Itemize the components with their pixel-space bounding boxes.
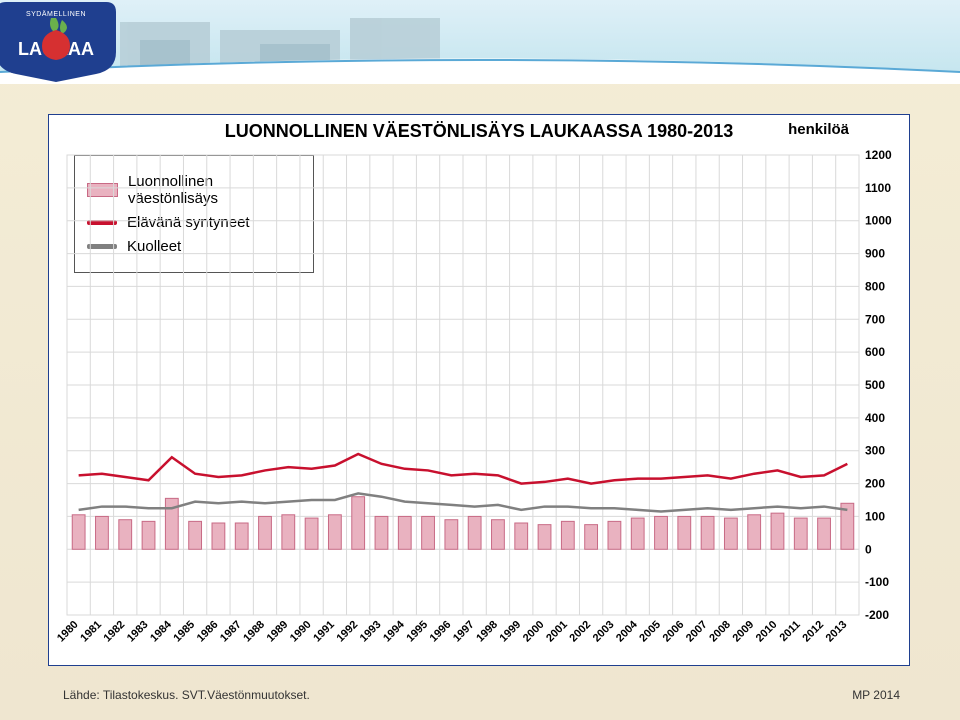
x-tick-label: 2002 (567, 619, 593, 645)
bar (561, 521, 574, 549)
header-graphic: SYDÄMELLINEN LAUKAA (0, 0, 960, 84)
svg-text:0: 0 (865, 542, 872, 556)
bar (422, 516, 435, 549)
x-tick-label: 1989 (265, 619, 291, 645)
chart-svg: -200 -100 0 100 200 300 400 500 600 700 800 900 1000… (49, 115, 909, 665)
svg-text:600: 600 (865, 345, 885, 359)
header-band: SYDÄMELLINEN LAUKAA (0, 0, 960, 84)
slide-root: SYDÄMELLINEN LAUKAA LUONNOLLINEN VÄESTÖN… (0, 0, 960, 720)
bar (445, 520, 458, 550)
x-tick-label: 1988 (241, 619, 267, 645)
bar (655, 516, 668, 549)
x-tick-label: 1996 (428, 619, 454, 645)
x-tick-label: 1994 (381, 618, 407, 644)
bar (701, 516, 714, 549)
bar (748, 515, 761, 550)
x-tick-label: 1995 (404, 619, 430, 645)
footer-right: MP 2014 (852, 688, 900, 702)
svg-text:900: 900 (865, 247, 885, 261)
x-tick-label: 2008 (707, 619, 733, 645)
x-tick-label: 1998 (474, 619, 500, 645)
x-tick-label: 2006 (661, 619, 687, 645)
svg-text:1100: 1100 (865, 181, 891, 195)
bar (72, 515, 85, 550)
bar (96, 516, 109, 549)
bar (352, 497, 365, 550)
x-tick-label: 2007 (684, 619, 710, 645)
x-tick-label: 1981 (78, 619, 104, 645)
x-tick-label: 1983 (125, 619, 151, 645)
x-tick-label: 2004 (614, 618, 640, 644)
svg-text:500: 500 (865, 378, 885, 392)
bar (142, 521, 155, 549)
x-tick-label: 2003 (591, 619, 617, 645)
bar (282, 515, 295, 550)
brand-logo: SYDÄMELLINEN LAUKAA (0, 2, 116, 82)
svg-text:200: 200 (865, 477, 885, 491)
bar (678, 516, 691, 549)
bar (492, 520, 505, 550)
x-tick-label: 1987 (218, 619, 244, 645)
svg-text:800: 800 (865, 279, 885, 293)
bar (771, 513, 784, 549)
svg-text:-200: -200 (865, 608, 889, 622)
bar (631, 518, 644, 549)
bar (212, 523, 225, 549)
x-tick-label: 2011 (778, 619, 803, 644)
x-tick-label: 2012 (800, 619, 826, 645)
svg-text:100: 100 (865, 509, 885, 523)
x-tick-label: 1997 (451, 619, 477, 645)
bar (794, 518, 807, 549)
bar (608, 521, 621, 549)
x-tick-label: 1993 (358, 619, 384, 645)
bar (538, 525, 551, 550)
bar (585, 525, 598, 550)
bar (724, 518, 737, 549)
x-tick-label: 1990 (288, 619, 314, 645)
x-tick-label: 2001 (544, 619, 570, 645)
x-tick-label: 2009 (730, 619, 756, 645)
svg-text:1000: 1000 (865, 214, 892, 228)
x-tick-label: 1999 (498, 619, 524, 645)
x-tick-label: 1982 (102, 619, 128, 645)
source-footer: Lähde: Tilastokeskus. SVT.Väestönmuutoks… (63, 688, 310, 702)
x-tick-label: 1991 (311, 619, 337, 645)
x-tick-label: 2000 (521, 619, 547, 645)
x-tick-label: 1984 (148, 618, 174, 644)
bar (375, 516, 388, 549)
x-tick-label: 1986 (195, 619, 221, 645)
bar (189, 521, 202, 549)
chart-frame: LUONNOLLINEN VÄESTÖNLISÄYS LAUKAASSA 198… (48, 114, 910, 666)
svg-text:1200: 1200 (865, 148, 892, 162)
svg-text:300: 300 (865, 444, 885, 458)
bar (328, 515, 341, 550)
bar (259, 516, 272, 549)
bar (235, 523, 248, 549)
x-tick-label: 2005 (637, 619, 663, 645)
svg-text:400: 400 (865, 411, 885, 425)
svg-text:700: 700 (865, 312, 885, 326)
bar (119, 520, 132, 550)
bar (468, 516, 481, 549)
x-tick-label: 1992 (334, 619, 360, 645)
bar (398, 516, 411, 549)
bar (818, 518, 831, 549)
bar (515, 523, 528, 549)
x-tick-label: 2013 (824, 619, 850, 645)
x-tick-label: 2010 (754, 619, 780, 645)
x-tick-label: 1980 (55, 619, 81, 645)
bar (305, 518, 318, 549)
brand-top-text: SYDÄMELLINEN (26, 10, 86, 18)
svg-text:-100: -100 (865, 575, 889, 589)
x-tick-label: 1985 (171, 619, 197, 645)
